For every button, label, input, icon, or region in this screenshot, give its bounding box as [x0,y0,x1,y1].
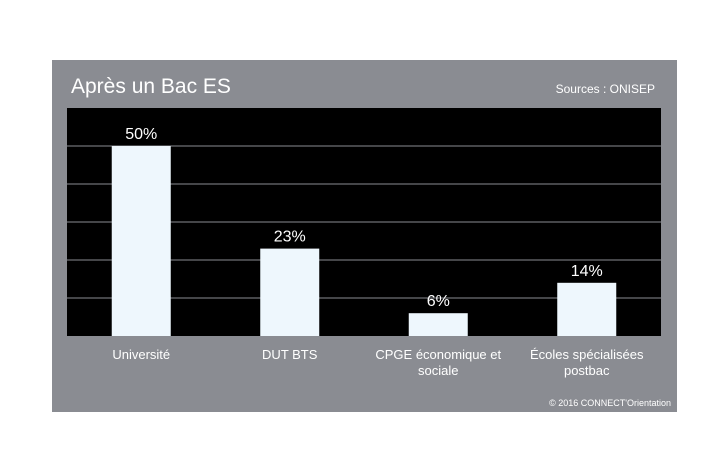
chart-source: Sources : ONISEP [555,82,655,96]
copyright-footer: © 2016 CONNECT'Orientation [549,398,671,408]
data-label: 6% [427,293,450,310]
category-label: Écoles spécialisées [530,347,644,362]
bar [260,248,320,336]
category-label: DUT BTS [262,347,318,362]
chart-title: Après un Bac ES [71,75,231,98]
bar [111,146,171,336]
data-label: 23% [274,229,306,246]
category-label: postbac [564,363,610,378]
category-label: Université [112,347,170,362]
bar [557,282,617,336]
data-label: 14% [571,263,603,280]
category-label: CPGE économique et [375,347,501,362]
data-label: 50% [125,126,157,143]
category-label: sociale [418,363,458,378]
bar [408,313,468,336]
